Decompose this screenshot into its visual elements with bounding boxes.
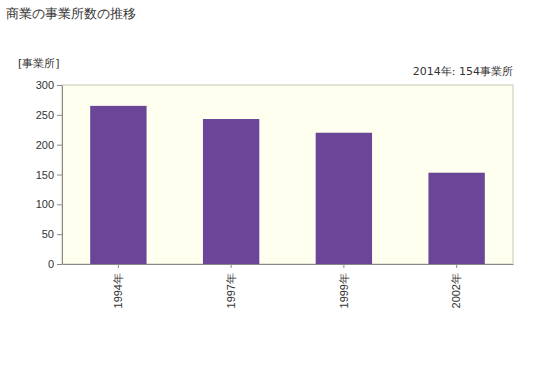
x-tick-label: 1997年 bbox=[225, 273, 237, 308]
x-tick: 2002年 bbox=[450, 264, 462, 308]
x-tick-label: 1999年 bbox=[338, 273, 350, 308]
x-tick-mark bbox=[343, 264, 344, 268]
chart-title: 商業の事業所数の推移 bbox=[6, 6, 136, 21]
x-tick: 1994年 bbox=[112, 264, 124, 308]
y-tick-label: 50 bbox=[42, 228, 54, 240]
x-axis: 1994年 1997年 1999年 2002年 bbox=[63, 264, 514, 308]
bars bbox=[90, 106, 485, 264]
y-tick-mark bbox=[57, 145, 62, 146]
x-tick-mark bbox=[456, 264, 457, 268]
x-tick-label: 2002年 bbox=[450, 273, 462, 308]
y-axis: 0 50 100 150 200 250 300 bbox=[36, 79, 63, 270]
bar bbox=[316, 133, 372, 264]
y-tick: 250 bbox=[36, 109, 62, 121]
bar bbox=[203, 119, 259, 264]
bar bbox=[90, 106, 146, 264]
y-tick-mark bbox=[57, 175, 62, 176]
y-tick-label: 250 bbox=[36, 109, 54, 121]
y-axis-line bbox=[62, 86, 63, 265]
x-tick: 1997年 bbox=[225, 264, 237, 308]
y-tick-mark bbox=[57, 85, 62, 86]
y-tick-label: 100 bbox=[36, 198, 54, 210]
plot-area bbox=[62, 85, 513, 264]
bar bbox=[428, 173, 484, 264]
y-tick: 150 bbox=[36, 169, 62, 181]
y-tick: 300 bbox=[36, 79, 62, 91]
annotation: 2014年: 154事業所 bbox=[413, 65, 513, 78]
x-tick: 1999年 bbox=[338, 264, 350, 308]
y-tick: 0 bbox=[48, 258, 62, 270]
y-tick: 100 bbox=[36, 198, 62, 210]
y-tick-mark bbox=[57, 115, 62, 116]
y-tick-label: 200 bbox=[36, 139, 54, 151]
y-tick-mark bbox=[57, 264, 62, 265]
x-tick-mark bbox=[118, 264, 119, 268]
x-axis-line bbox=[63, 264, 514, 265]
y-tick-mark bbox=[57, 234, 62, 235]
y-tick: 200 bbox=[36, 139, 62, 151]
y-tick-label: 300 bbox=[36, 79, 54, 91]
x-tick-label: 1994年 bbox=[112, 273, 124, 308]
y-tick-mark bbox=[57, 204, 62, 205]
y-axis-label: [事業所] bbox=[18, 57, 60, 70]
y-tick-label: 0 bbox=[48, 258, 54, 270]
x-tick-mark bbox=[231, 264, 232, 268]
y-tick: 50 bbox=[42, 228, 62, 240]
y-tick-label: 150 bbox=[36, 169, 54, 181]
